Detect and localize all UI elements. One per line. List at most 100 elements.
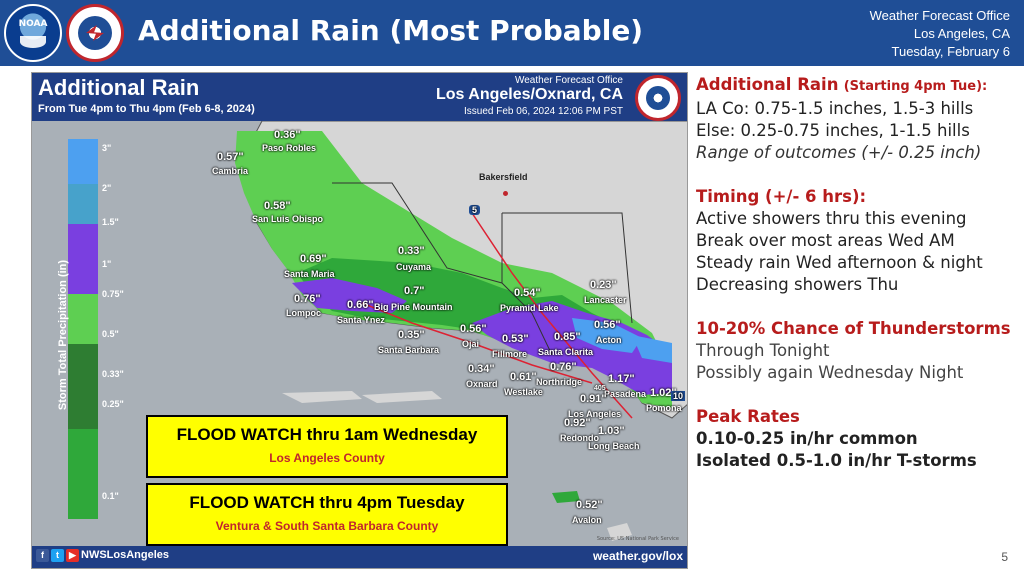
timing-heading: Timing (+/- 6 hrs): xyxy=(696,187,867,206)
location-name: Lancaster xyxy=(584,295,627,305)
location-name: Redondo xyxy=(560,433,599,443)
highway-5-shield: 5 xyxy=(469,205,481,215)
location-name: Paso Robles xyxy=(262,143,317,153)
legend-tick: 0.75" xyxy=(102,289,124,299)
precip-legend: Storm Total Precipitation (in) 3" 2" 1.5… xyxy=(57,139,124,511)
peak-heading: Peak Rates xyxy=(696,407,800,426)
legend-tick: 0.5" xyxy=(102,329,119,339)
location-value: 0.61" xyxy=(510,371,537,383)
location-value: 0.35" xyxy=(398,329,425,341)
highway-405-shield: 405 xyxy=(594,385,606,392)
thunder-line: Through Tonight xyxy=(696,341,830,360)
thunder-line: Possibly again Wednesday Night xyxy=(696,363,964,382)
rainfall-map: Additional Rain From Tue 4pm to Thu 4pm … xyxy=(31,72,688,569)
peak-line: 0.10-0.25 in/hr common xyxy=(696,429,918,448)
location-name: Santa Ynez xyxy=(337,315,385,325)
location-name: Northridge xyxy=(536,377,582,387)
location-value: 0.91" xyxy=(580,393,607,405)
noaa-logo-text: NOAA xyxy=(18,19,48,29)
map-graphic xyxy=(32,73,687,568)
location-value: 0.33" xyxy=(398,245,425,257)
timing-line: Break over most areas Wed AM xyxy=(696,231,955,250)
header-bar: NOAA Additional Rain (Most Probable) Wea… xyxy=(0,0,1024,66)
location-name: Santa Barbara xyxy=(378,345,440,355)
flood2-title: FLOOD WATCH thru 4pm Tuesday xyxy=(189,493,465,512)
map-footer: Source: US National Park Service f t ▶ NWSL… xyxy=(32,536,687,568)
noaa-logo: NOAA xyxy=(4,4,62,62)
legend-tick: 2" xyxy=(102,183,112,193)
flood-watch-la: FLOOD WATCH thru 1am Wednesday Los Angel… xyxy=(146,415,508,478)
location-name: Lompoc xyxy=(286,308,321,318)
nws-logo xyxy=(66,4,124,62)
location-value: 0.66" xyxy=(347,299,374,311)
location-value: 0.52" xyxy=(576,499,603,511)
rain-range: Range of outcomes (+/- 0.25 inch) xyxy=(696,143,982,162)
highway-10-shield: 10 xyxy=(671,391,686,401)
facebook-icon[interactable]: f xyxy=(36,549,49,562)
location-value: 0.53" xyxy=(502,333,529,345)
youtube-icon[interactable]: ▶ xyxy=(66,549,79,562)
rain-line: Else: 0.25-0.75 inches, 1-1.5 hills xyxy=(696,121,970,140)
slide-date: Tuesday, February 6 xyxy=(891,44,1011,59)
website-link[interactable]: weather.gov/lox xyxy=(592,549,683,563)
location-value: 1.02" xyxy=(650,387,677,399)
legend-tick: 0.25" xyxy=(102,399,124,409)
social-handle-text: NWSLosAngeles xyxy=(81,549,170,561)
map-source: Source: US National Park Service xyxy=(596,536,679,542)
rain-heading: Additional Rain xyxy=(696,75,839,94)
location-name: Avalon xyxy=(572,515,602,525)
location-value: 0.34" xyxy=(468,363,495,375)
location-name: Pomona xyxy=(646,403,682,413)
slide-title: Additional Rain (Most Probable) xyxy=(138,14,644,47)
location-value: 0.56" xyxy=(594,319,621,331)
timing-line: Decreasing showers Thu xyxy=(696,275,899,294)
location-value: 0.58" xyxy=(264,200,291,212)
thunder-heading: 10-20% Chance of Thunderstorms xyxy=(696,319,1011,338)
location-name: Ojai xyxy=(462,339,480,349)
map-wfo: Weather Forecast Office xyxy=(514,75,623,86)
location-name: Bakersfield xyxy=(479,172,528,182)
location-name: Acton xyxy=(596,335,622,345)
location-name: Santa Clarita xyxy=(538,347,594,357)
location-name: San Luis Obispo xyxy=(252,214,324,224)
page-number: 5 xyxy=(1001,550,1008,564)
location-name: Pyramid Lake xyxy=(500,303,559,313)
location-value: 0.54" xyxy=(514,287,541,299)
timing-line: Steady rain Wed afternoon & night xyxy=(696,253,983,272)
flood2-area: Ventura & South Santa Barbara County xyxy=(215,519,439,533)
location-name: Westlake xyxy=(504,387,543,397)
location-value: 0.23" xyxy=(590,279,617,291)
legend-tick: 0.33" xyxy=(102,369,124,379)
location-value: 0.57" xyxy=(217,151,244,163)
location-value: 0.85" xyxy=(554,331,581,343)
office-city: Los Angeles, CA xyxy=(913,26,1010,41)
location-value: 0.92" xyxy=(564,417,591,429)
map-title: Additional Rain xyxy=(38,75,200,100)
legend-title: Storm Total Precipitation (in) xyxy=(57,259,69,411)
location-value: 1.17" xyxy=(608,373,635,385)
location-name: Fillmore xyxy=(492,349,528,359)
map-subtitle: From Tue 4pm to Thu 4pm (Feb 6-8, 2024) xyxy=(38,103,255,115)
location-name: Los Angeles xyxy=(568,409,622,419)
location-name: Pasadena xyxy=(604,389,647,399)
location-value: 0.76" xyxy=(294,293,321,305)
social-handle[interactable]: f t ▶ NWSLosAngeles xyxy=(36,549,169,562)
rain-heading-small: (Starting 4pm Tue): xyxy=(843,79,988,94)
location-value: 1.03" xyxy=(598,425,625,437)
location-value: 0.69" xyxy=(300,253,327,265)
map-place: Los Angeles/Oxnard, CA xyxy=(436,86,623,103)
legend-tick: 1" xyxy=(102,259,112,269)
office-name: Weather Forecast Office xyxy=(869,8,1010,23)
location-value: 0.36" xyxy=(274,129,301,141)
location-name: Cambria xyxy=(212,166,249,176)
nws-map-logo xyxy=(635,75,681,121)
forecast-details: Additional Rain (Starting 4pm Tue): LA C… xyxy=(696,74,1022,472)
twitter-icon[interactable]: t xyxy=(51,549,64,562)
location-name: Santa Maria xyxy=(284,269,335,279)
flood1-area: Los Angeles County xyxy=(269,451,385,465)
legend-tick: 0.1" xyxy=(102,491,119,501)
location-name: Oxnard xyxy=(466,379,498,389)
flood-watch-ventura: FLOOD WATCH thru 4pm Tuesday Ventura & S… xyxy=(146,483,508,546)
location-name: Big Pine Mountain xyxy=(374,302,453,312)
